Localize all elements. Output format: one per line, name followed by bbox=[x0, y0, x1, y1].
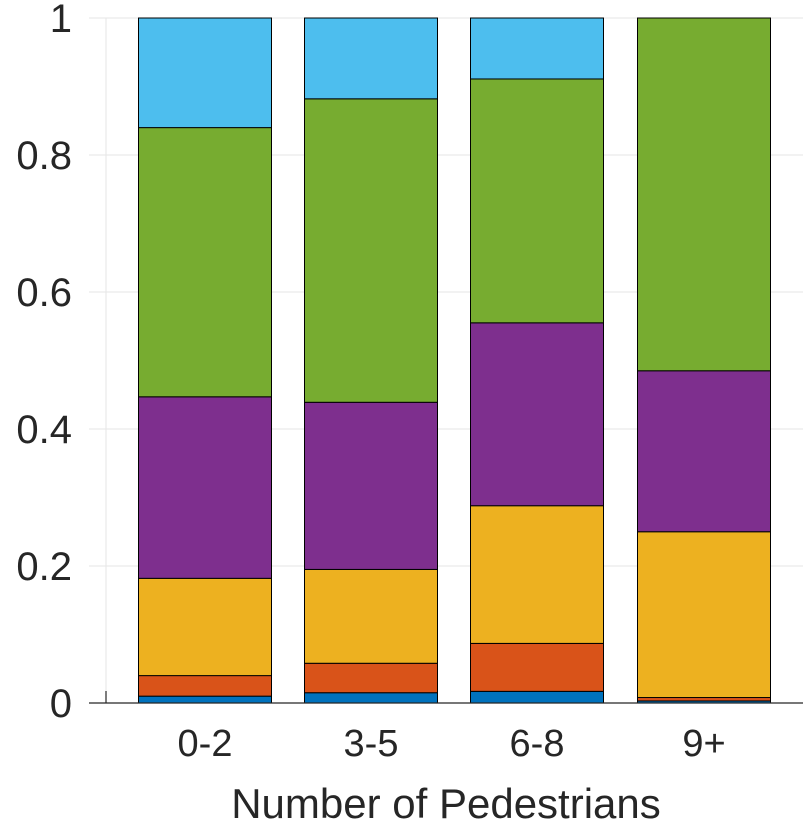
bar-segment-9+-series-2 bbox=[637, 697, 771, 702]
bar-segment-0-2-series-2 bbox=[138, 675, 272, 697]
bars bbox=[138, 17, 771, 704]
axes bbox=[89, 691, 803, 704]
bar-segment-9+-series-5 bbox=[637, 17, 771, 372]
bar-segment-0-2-series-3 bbox=[138, 577, 272, 677]
bar-segment-6-8-series-6 bbox=[470, 17, 604, 80]
bar-segment-3-5-series-1 bbox=[304, 692, 438, 704]
bar-segment-3-5-series-5 bbox=[304, 98, 438, 403]
y-tick-label: 0 bbox=[50, 682, 72, 726]
bar-segment-3-5-series-3 bbox=[304, 568, 438, 664]
x-tick-label-3-5: 3-5 bbox=[344, 723, 399, 765]
x-axis-label: Number of Pedestrians bbox=[231, 780, 661, 826]
bar-segment-3-5-series-2 bbox=[304, 662, 438, 694]
bar-segment-6-8-series-5 bbox=[470, 78, 604, 324]
bar-segment-0-2-series-4 bbox=[138, 396, 272, 579]
bar-segment-0-2-series-5 bbox=[138, 127, 272, 398]
bar-segment-6-8-series-2 bbox=[470, 642, 604, 692]
bar-segment-6-8-series-4 bbox=[470, 322, 604, 507]
bar-segment-9+-series-4 bbox=[637, 370, 771, 533]
bar-segment-0-2-series-1 bbox=[138, 695, 272, 704]
bar-segment-0-2-series-6 bbox=[138, 17, 272, 129]
bar-segment-9+-series-3 bbox=[637, 531, 771, 699]
y-tick-label: 0.8 bbox=[16, 134, 72, 178]
x-tick-label-9+: 9+ bbox=[682, 723, 725, 765]
y-tick-label: 0.6 bbox=[16, 271, 72, 315]
y-tick-label: 0.2 bbox=[16, 545, 72, 589]
y-tick-label: 0.4 bbox=[16, 408, 72, 452]
y-tick-label: 1 bbox=[50, 0, 72, 41]
x-tick-label-0-2: 0-2 bbox=[178, 723, 233, 765]
bar-segment-6-8-series-1 bbox=[470, 690, 604, 704]
bar-segment-3-5-series-4 bbox=[304, 401, 438, 570]
bar-segment-3-5-series-6 bbox=[304, 17, 438, 100]
x-tick-label-6-8: 6-8 bbox=[510, 723, 565, 765]
x-tick-labels: 0-2 3-5 6-8 9+ bbox=[178, 723, 726, 765]
bar-segment-6-8-series-3 bbox=[470, 505, 604, 644]
y-tick-labels: 0 0.2 0.4 0.6 0.8 1 bbox=[16, 0, 72, 726]
